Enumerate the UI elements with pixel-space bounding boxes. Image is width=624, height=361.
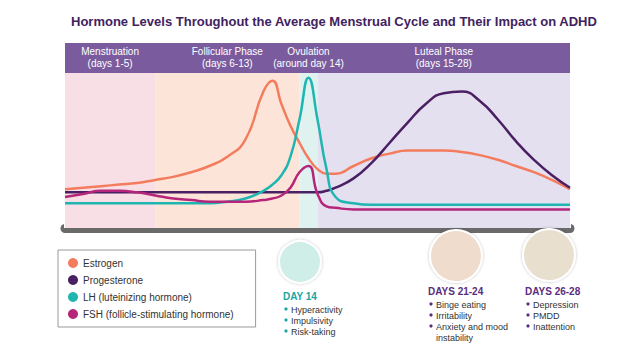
svg-text:(days 1-5): (days 1-5) (88, 58, 133, 69)
svg-text:Luteal Phase: Luteal Phase (415, 46, 474, 57)
svg-text:PMDD: PMDD (533, 311, 560, 321)
svg-text:Progesterone: Progesterone (83, 275, 143, 286)
svg-text:Depression: Depression (533, 300, 579, 310)
svg-text:(around day 14): (around day 14) (273, 58, 344, 69)
svg-text:Hormone Levels Throughout the: Hormone Levels Throughout the Average Me… (71, 14, 597, 29)
svg-text:Binge eating: Binge eating (436, 300, 486, 310)
svg-text:DAY 14: DAY 14 (283, 291, 317, 302)
svg-text:Impulsivity: Impulsivity (291, 316, 334, 326)
svg-text:FSH (follicle-stimulating horm: FSH (follicle-stimulating hormone) (83, 309, 234, 320)
svg-text:LH (luteinizing hormone): LH (luteinizing hormone) (83, 292, 192, 303)
svg-text:(days 6-13): (days 6-13) (202, 58, 253, 69)
svg-text:Follicular Phase: Follicular Phase (192, 46, 264, 57)
svg-text:DAYS 21-24: DAYS 21-24 (428, 286, 484, 297)
svg-text:Inattention: Inattention (533, 322, 575, 332)
svg-text:Hyperactivity: Hyperactivity (291, 305, 343, 315)
svg-text:Ovulation: Ovulation (287, 46, 329, 57)
svg-text:instability: instability (436, 333, 474, 343)
svg-text:Irritability: Irritability (436, 311, 473, 321)
svg-text:Menstruation: Menstruation (81, 46, 139, 57)
svg-text:(days 15-28): (days 15-28) (416, 58, 472, 69)
svg-text:DAYS 26-28: DAYS 26-28 (525, 286, 581, 297)
svg-text:Estrogen: Estrogen (83, 258, 123, 269)
svg-text:Anxiety and mood: Anxiety and mood (436, 322, 511, 332)
svg-text:Risk-taking: Risk-taking (291, 327, 336, 337)
